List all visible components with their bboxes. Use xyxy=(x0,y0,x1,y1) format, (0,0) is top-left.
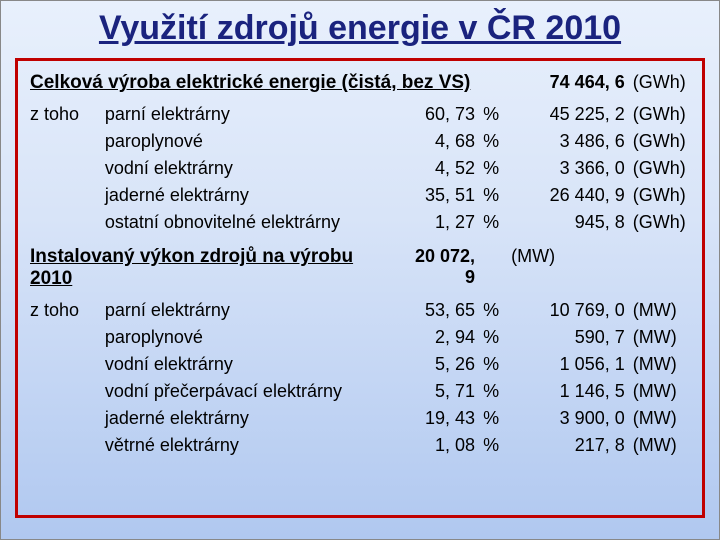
row-pct-unit: % xyxy=(477,155,509,182)
row-value: 3 900, 0 xyxy=(509,405,627,432)
section1-total-value: 74 464, 6 xyxy=(509,69,627,97)
energy-table: Celková výroba elektrické energie (čistá… xyxy=(28,69,692,459)
table-row: větrné elektrárny 1, 08 % 217, 8 (MW) xyxy=(28,432,692,459)
row-pct: 19, 43 xyxy=(402,405,477,432)
row-unit: (GWh) xyxy=(627,101,692,128)
table-row: paroplynové 2, 94 % 590, 7 (MW) xyxy=(28,324,692,351)
row-name: jaderné elektrárny xyxy=(103,182,402,209)
row-name: parní elektrárny xyxy=(103,297,402,324)
row-pct: 4, 68 xyxy=(402,128,477,155)
table-row: z toho parní elektrárny 60, 73 % 45 225,… xyxy=(28,101,692,128)
row-value: 1 056, 1 xyxy=(509,351,627,378)
table-row: ostatní obnovitelné elektrárny 1, 27 % 9… xyxy=(28,209,692,236)
row-unit: (MW) xyxy=(627,324,692,351)
row-name: větrné elektrárny xyxy=(103,432,402,459)
section2-total-value: 20 072, 9 xyxy=(402,236,477,293)
row-name: jaderné elektrárny xyxy=(103,405,402,432)
row-pct-unit: % xyxy=(477,378,509,405)
section2-header: Instalovaný výkon zdrojů na výrobu 2010 xyxy=(28,236,402,293)
section1-total-unit: (GWh) xyxy=(627,69,692,97)
row-value: 3 486, 6 xyxy=(509,128,627,155)
row-unit: (GWh) xyxy=(627,128,692,155)
row-value: 10 769, 0 xyxy=(509,297,627,324)
section2-total-unit: (MW) xyxy=(509,236,627,293)
row-unit: (MW) xyxy=(627,405,692,432)
row-pct-unit: % xyxy=(477,432,509,459)
row-value: 26 440, 9 xyxy=(509,182,627,209)
table-row: vodní elektrárny 4, 52 % 3 366, 0 (GWh) xyxy=(28,155,692,182)
row-unit: (MW) xyxy=(627,351,692,378)
table-row: vodní přečerpávací elektrárny 5, 71 % 1 … xyxy=(28,378,692,405)
row-pct: 5, 26 xyxy=(402,351,477,378)
row-value: 45 225, 2 xyxy=(509,101,627,128)
row-pct: 1, 27 xyxy=(402,209,477,236)
row-name: paroplynové xyxy=(103,128,402,155)
slide-title: Využití zdrojů energie v ČR 2010 xyxy=(1,1,719,52)
section1-lead: z toho xyxy=(28,101,103,128)
row-unit: (MW) xyxy=(627,297,692,324)
row-name: vodní přečerpávací elektrárny xyxy=(103,378,402,405)
row-pct-unit: % xyxy=(477,101,509,128)
row-name: ostatní obnovitelné elektrárny xyxy=(103,209,402,236)
row-name: vodní elektrárny xyxy=(103,351,402,378)
row-value: 590, 7 xyxy=(509,324,627,351)
table-row: jaderné elektrárny 19, 43 % 3 900, 0 (MW… xyxy=(28,405,692,432)
row-pct: 5, 71 xyxy=(402,378,477,405)
row-pct: 2, 94 xyxy=(402,324,477,351)
row-value: 3 366, 0 xyxy=(509,155,627,182)
data-box: Celková výroba elektrické energie (čistá… xyxy=(15,58,705,518)
row-pct-unit: % xyxy=(477,128,509,155)
row-pct-unit: % xyxy=(477,297,509,324)
row-pct-unit: % xyxy=(477,324,509,351)
row-unit: (GWh) xyxy=(627,209,692,236)
row-name: paroplynové xyxy=(103,324,402,351)
row-value: 217, 8 xyxy=(509,432,627,459)
slide: Využití zdrojů energie v ČR 2010 Celková… xyxy=(0,0,720,540)
row-value: 1 146, 5 xyxy=(509,378,627,405)
row-pct-unit: % xyxy=(477,405,509,432)
row-name: parní elektrárny xyxy=(103,101,402,128)
row-pct: 53, 65 xyxy=(402,297,477,324)
row-unit: (MW) xyxy=(627,432,692,459)
row-pct: 4, 52 xyxy=(402,155,477,182)
row-unit: (GWh) xyxy=(627,182,692,209)
row-name: vodní elektrárny xyxy=(103,155,402,182)
row-pct-unit: % xyxy=(477,209,509,236)
section1-header-row: Celková výroba elektrické energie (čistá… xyxy=(28,69,692,97)
section2-header-row: Instalovaný výkon zdrojů na výrobu 2010 … xyxy=(28,236,692,293)
row-pct: 60, 73 xyxy=(402,101,477,128)
table-row: jaderné elektrárny 35, 51 % 26 440, 9 (G… xyxy=(28,182,692,209)
row-unit: (GWh) xyxy=(627,155,692,182)
row-pct: 1, 08 xyxy=(402,432,477,459)
section2-lead: z toho xyxy=(28,297,103,324)
row-value: 945, 8 xyxy=(509,209,627,236)
table-row: z toho parní elektrárny 53, 65 % 10 769,… xyxy=(28,297,692,324)
table-row: vodní elektrárny 5, 26 % 1 056, 1 (MW) xyxy=(28,351,692,378)
row-unit: (MW) xyxy=(627,378,692,405)
section1-header: Celková výroba elektrické energie (čistá… xyxy=(28,69,509,97)
row-pct: 35, 51 xyxy=(402,182,477,209)
row-pct-unit: % xyxy=(477,351,509,378)
row-pct-unit: % xyxy=(477,182,509,209)
table-row: paroplynové 4, 68 % 3 486, 6 (GWh) xyxy=(28,128,692,155)
